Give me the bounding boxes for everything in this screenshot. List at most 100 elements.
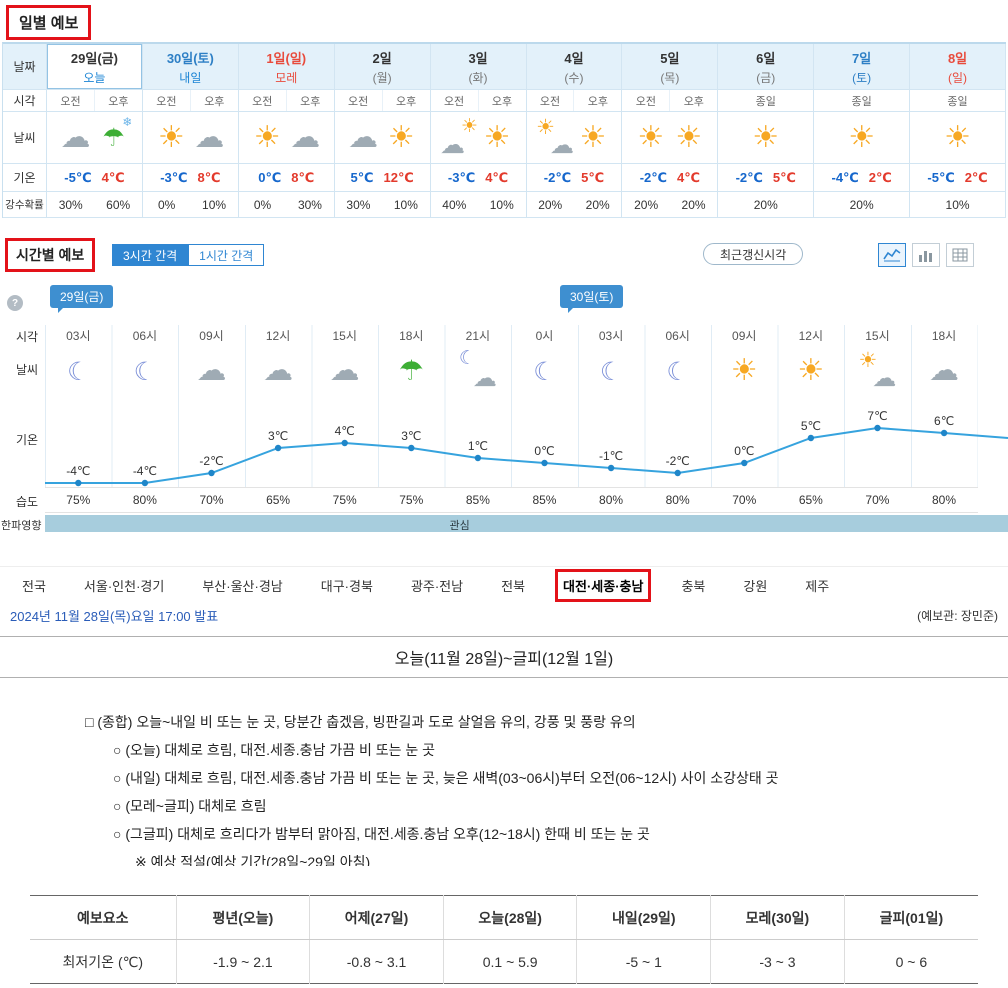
region-tab[interactable]: 충북 [681, 579, 706, 594]
daily-day-column[interactable]: 8일 (일) 종일 ☀ -5℃ 2℃ 10% [910, 44, 1006, 218]
daily-precip-prob: 20% [814, 192, 911, 218]
daily-day-column[interactable]: 2일 (월) 오전 오후 ☁ ☀ 5℃ 12℃ 30% 10% [334, 44, 431, 218]
region-tab[interactable]: 광주·전남 [410, 579, 464, 594]
cloud-icon: ☁ [60, 119, 91, 155]
forecast-text-line: ○ (오늘) 대체로 흐림, 대전.세종.충남 가끔 비 또는 눈 곳 [113, 742, 436, 758]
rain-snow-icon: ☂ ❄ [102, 114, 133, 152]
cloud-icon: ☁ [196, 353, 227, 388]
region-tab[interactable]: 제주 [805, 579, 830, 594]
daily-date[interactable]: 1일(일) 모레 [238, 44, 335, 90]
cloud-icon: ☁ [290, 119, 321, 155]
announcement-time-link[interactable]: 2024년 11월 28일(목)요일 17:00 발표 [10, 609, 219, 624]
daily-day-column[interactable]: 30일(토) 내일 오전 오후 ☀ ☁ -3℃ 8℃ 0% 10% [142, 44, 239, 218]
daily-date[interactable]: 7일 (토) [814, 44, 911, 90]
summary-table-header: 평년(오늘) [175, 895, 310, 940]
hour-humidity-value: 80% [932, 493, 957, 507]
sun-icon: ☀ [157, 119, 185, 155]
hour-weather-cell: ☀ ☁ [844, 345, 911, 397]
region-tab[interactable]: 대전·세종·충남 [555, 569, 652, 602]
daily-weather: ☀ ☁ [238, 112, 335, 164]
daily-weather: ☁ ☂ ❄ [47, 112, 143, 164]
daily-temperature: -5℃ 4℃ [47, 164, 143, 192]
line-chart-view-icon[interactable] [878, 243, 906, 267]
region-tab[interactable]: 부산·울산·경남 [202, 579, 283, 594]
region-tab[interactable]: 전북 [501, 579, 526, 594]
daily-precip-prob: 0% 30% [238, 192, 335, 218]
daily-day-column[interactable]: 7일 (토) 종일 ☀ -4℃ 2℃ 20% [814, 44, 911, 218]
daily-weather: ☀ ☀ [622, 112, 719, 164]
announcement-bar: 2024년 11월 28일(목)요일 17:00 발표 (예보관: 장민준) [0, 606, 1008, 625]
hour-time-label: 06시 [132, 328, 158, 343]
help-icon[interactable]: ? [7, 295, 23, 311]
interval-1h-button[interactable]: 1시간 간격 [188, 244, 265, 266]
recent-update-time-button[interactable]: 최근갱신시각 [703, 243, 804, 265]
daily-date[interactable]: 3일 (화) [430, 44, 527, 90]
svg-text:-4℃: -4℃ [66, 464, 90, 478]
daily-temperature: -2℃ 5℃ [718, 164, 815, 192]
daily-day-column[interactable]: 4일 (수) 오전 오후 ☀ ☁ ☀ -2℃ 5℃ 20% 20% [526, 44, 623, 218]
moon-icon: ☾ [533, 356, 556, 386]
cloud-icon: ☁ [329, 353, 360, 388]
svg-text:1℃: 1℃ [468, 439, 488, 453]
daily-temperature: -2℃ 5℃ [526, 164, 623, 192]
daily-date[interactable]: 30일(토) 내일 [142, 44, 239, 90]
interval-3h-button[interactable]: 3시간 간격 [112, 244, 189, 266]
svg-text:-2℃: -2℃ [666, 454, 690, 468]
region-tab[interactable]: 대구·경북 [320, 579, 373, 594]
svg-text:0℃: 0℃ [734, 444, 754, 458]
sun-icon: ☀ [483, 119, 511, 155]
daily-precip-prob: 10% [910, 192, 1006, 218]
hour-humidity-value: 65% [798, 493, 823, 507]
daily-date[interactable]: 5일 (목) [622, 44, 719, 90]
hour-weather-cell: ☾ [112, 345, 179, 397]
cloud-moon-icon: ☾ ☁ [458, 347, 497, 392]
daily-date[interactable]: 29일(금) 오늘 [47, 44, 143, 90]
hour-time-label: 03시 [66, 328, 91, 343]
cloud-icon: ☁ [929, 353, 960, 388]
svg-text:7℃: 7℃ [867, 409, 887, 423]
region-tab[interactable]: 서울·인천·경기 [83, 579, 165, 594]
daily-date[interactable]: 8일 (일) [910, 44, 1006, 90]
daily-precip-prob: 40% 10% [430, 192, 527, 218]
daily-day-column[interactable]: 5일 (목) 오전 오후 ☀ ☀ -2℃ 4℃ 20% 20% [622, 44, 719, 218]
hour-humidity-value: 80% [132, 493, 157, 507]
hour-time-label: 09시 [732, 328, 757, 343]
daily-date[interactable]: 6일 (금) [718, 44, 815, 90]
daily-period-labels: 종일 [814, 90, 911, 112]
table-view-icon[interactable] [946, 243, 974, 267]
daily-date[interactable]: 4일 (수) [526, 44, 623, 90]
summary-table-cell: 최저기온 (℃) [62, 953, 144, 970]
hour-humidity-value: 70% [732, 493, 757, 507]
daily-day-column[interactable]: 29일(금) 오늘 오전 오후 ☁ ☂ ❄ -5℃ 4℃ 30% 60% [47, 44, 143, 218]
sun-icon: ☀ [848, 119, 876, 155]
daily-day-column[interactable]: 3일 (화) 오전 오후 ☀ ☁ ☀ -3℃ 4℃ 40% 10% [430, 44, 527, 218]
region-tab[interactable]: 강원 [743, 579, 768, 594]
daily-forecast-section-title: 일별 예보 [6, 5, 92, 40]
daily-day-column[interactable]: 1일(일) 모레 오전 오후 ☀ ☁ 0℃ 8℃ 0% 30% [238, 44, 335, 218]
cloud-icon: ☁ [194, 119, 225, 155]
hour-humidity-value: 70% [865, 493, 890, 507]
daily-precip-prob: 30% 60% [47, 192, 143, 218]
daily-precip-prob: 20% 20% [622, 192, 719, 218]
svg-text:6℃: 6℃ [934, 414, 954, 428]
hour-time-label: 21시 [465, 328, 491, 343]
hour-time-label: 18시 [931, 328, 957, 343]
hour-weather-cell: ☀ [778, 345, 845, 397]
min-temp-summary-table: 예보요소 평년(오늘) 어제(27일) 오늘(28일) 내일(29일) 모레(30일) 글피… [30, 895, 978, 984]
hourly-row-label-time: 시각 [16, 330, 39, 344]
hourly-time-row: 03시 06시 09시 12시 15시 18시 21시 0시 03시 06시 09시 12시 15시 18… [45, 327, 978, 343]
region-tab[interactable]: 전국 [22, 579, 46, 594]
bar-chart-view-icon[interactable] [912, 243, 940, 267]
hour-time-label: 09시 [199, 328, 224, 343]
summary-table-header: 모레(30일) [710, 895, 845, 940]
summary-table-header: 글피(01일) [843, 895, 978, 940]
row-label-temp: 기온 [3, 164, 47, 192]
sun-icon: ☀ [730, 353, 758, 388]
hourly-row-label-temp: 기온 [16, 433, 39, 447]
daily-day-column[interactable]: 6일 (금) 종일 ☀ -2℃ 5℃ 20% [718, 44, 815, 218]
hour-weather-cell: ☾ [45, 345, 112, 397]
forecast-period-title: 오늘(11월 28일)~글피(12월 1일) [0, 636, 1008, 678]
hour-weather-cell: ☾ [511, 345, 578, 397]
hourly-humidity-row: 75% 80% 70% 65% 75% 75% 85% 85% 80% 80% 70% 65% 70% 8… [45, 487, 978, 513]
daily-date[interactable]: 2일 (월) [334, 44, 431, 90]
